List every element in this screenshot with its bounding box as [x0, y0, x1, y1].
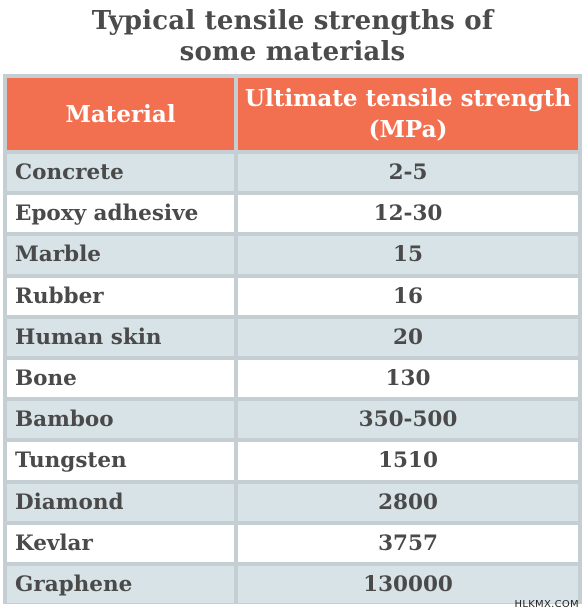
strength-cell: 20	[238, 318, 578, 356]
table-header-row: Material Ultimate tensile strength (MPa)	[7, 78, 578, 150]
material-cell: Diamond	[7, 483, 234, 521]
strength-cell: 15	[238, 236, 578, 274]
material-cell: Concrete	[7, 154, 234, 192]
table-row: Concrete 2-5	[7, 154, 578, 192]
table-row: Tungsten 1510	[7, 442, 578, 480]
table-row: Bamboo 350-500	[7, 401, 578, 439]
header-tensile-strength: Ultimate tensile strength (MPa)	[238, 78, 578, 150]
material-cell: Marble	[7, 236, 234, 274]
tensile-strength-table: Material Ultimate tensile strength (MPa)…	[3, 74, 582, 604]
material-cell: Kevlar	[7, 524, 234, 562]
material-cell: Bamboo	[7, 401, 234, 439]
strength-cell: 130000	[238, 565, 578, 604]
table-row: Kevlar 3757	[7, 524, 578, 562]
material-cell: Human skin	[7, 318, 234, 356]
strength-cell: 130	[238, 359, 578, 398]
table-row: Human skin 20	[7, 318, 578, 356]
strength-cell: 16	[238, 277, 578, 315]
title-line-2: some materials	[179, 37, 406, 67]
header-material: Material	[7, 78, 234, 150]
material-cell: Graphene	[7, 565, 234, 604]
table-row: Marble 15	[7, 236, 578, 274]
material-cell: Epoxy adhesive	[7, 195, 234, 233]
material-cell: Rubber	[7, 277, 234, 315]
material-cell: Bone	[7, 359, 234, 398]
table-row: Epoxy adhesive 12-30	[7, 195, 578, 233]
strength-cell: 1510	[238, 442, 578, 480]
material-cell: Tungsten	[7, 442, 234, 480]
strength-cell: 3757	[238, 524, 578, 562]
table-row: Rubber 16	[7, 277, 578, 315]
title-line-1: Typical tensile strengths of	[91, 6, 494, 36]
strength-cell: 12-30	[238, 195, 578, 233]
table-row: Bone 130	[7, 359, 578, 398]
watermark: HLKMX.COM	[514, 599, 579, 610]
page-title: Typical tensile strengths of some materi…	[0, 6, 585, 68]
strength-cell: 2-5	[238, 154, 578, 192]
table-row: Diamond 2800	[7, 483, 578, 521]
strength-cell: 2800	[238, 483, 578, 521]
table-row: Graphene 130000	[7, 565, 578, 604]
strength-cell: 350-500	[238, 401, 578, 439]
